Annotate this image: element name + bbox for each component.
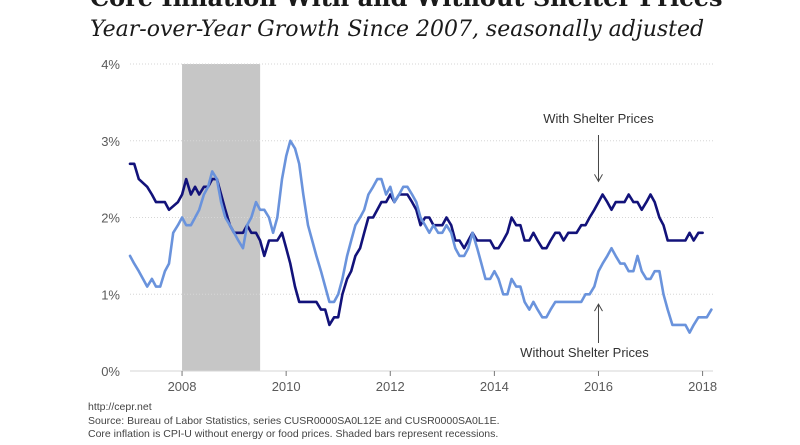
definition-note: Core inflation is CPI-U without energy o…: [88, 428, 499, 440]
x-tick-label: 2014: [480, 379, 509, 394]
chart-title: Core Inflation With and Without Shelter …: [90, 0, 790, 12]
chart-footer: http://cepr.net Source: Bureau of Labor …: [88, 401, 788, 442]
annotation-without-shelter-arrowhead: [594, 303, 603, 312]
y-tick-label: 4%: [101, 57, 120, 72]
y-tick-label: 0%: [101, 364, 120, 379]
y-tick-label: 1%: [101, 287, 120, 302]
source-note: Source: Bureau of Labor Statistics, seri…: [88, 414, 500, 427]
y-tick-label: 3%: [101, 134, 120, 149]
x-tick-label: 2016: [584, 379, 613, 394]
x-tick-label: 2010: [272, 379, 301, 394]
annotation-with-shelter-arrowhead: [594, 174, 603, 183]
x-tick-label: 2012: [376, 379, 405, 394]
source-url: http://cepr.net: [88, 401, 152, 413]
y-tick-label: 2%: [101, 211, 120, 226]
x-tick-label: 2008: [168, 379, 197, 394]
annotation-with-shelter-label: With Shelter Prices: [543, 111, 654, 126]
series-line-without-shelter: [128, 139, 713, 334]
annotation-without-shelter-label: Without Shelter Prices: [520, 345, 649, 360]
x-tick-label: 2018: [688, 379, 717, 394]
chart-subtitle: Year-over-Year Growth Since 2007, season…: [90, 17, 705, 42]
